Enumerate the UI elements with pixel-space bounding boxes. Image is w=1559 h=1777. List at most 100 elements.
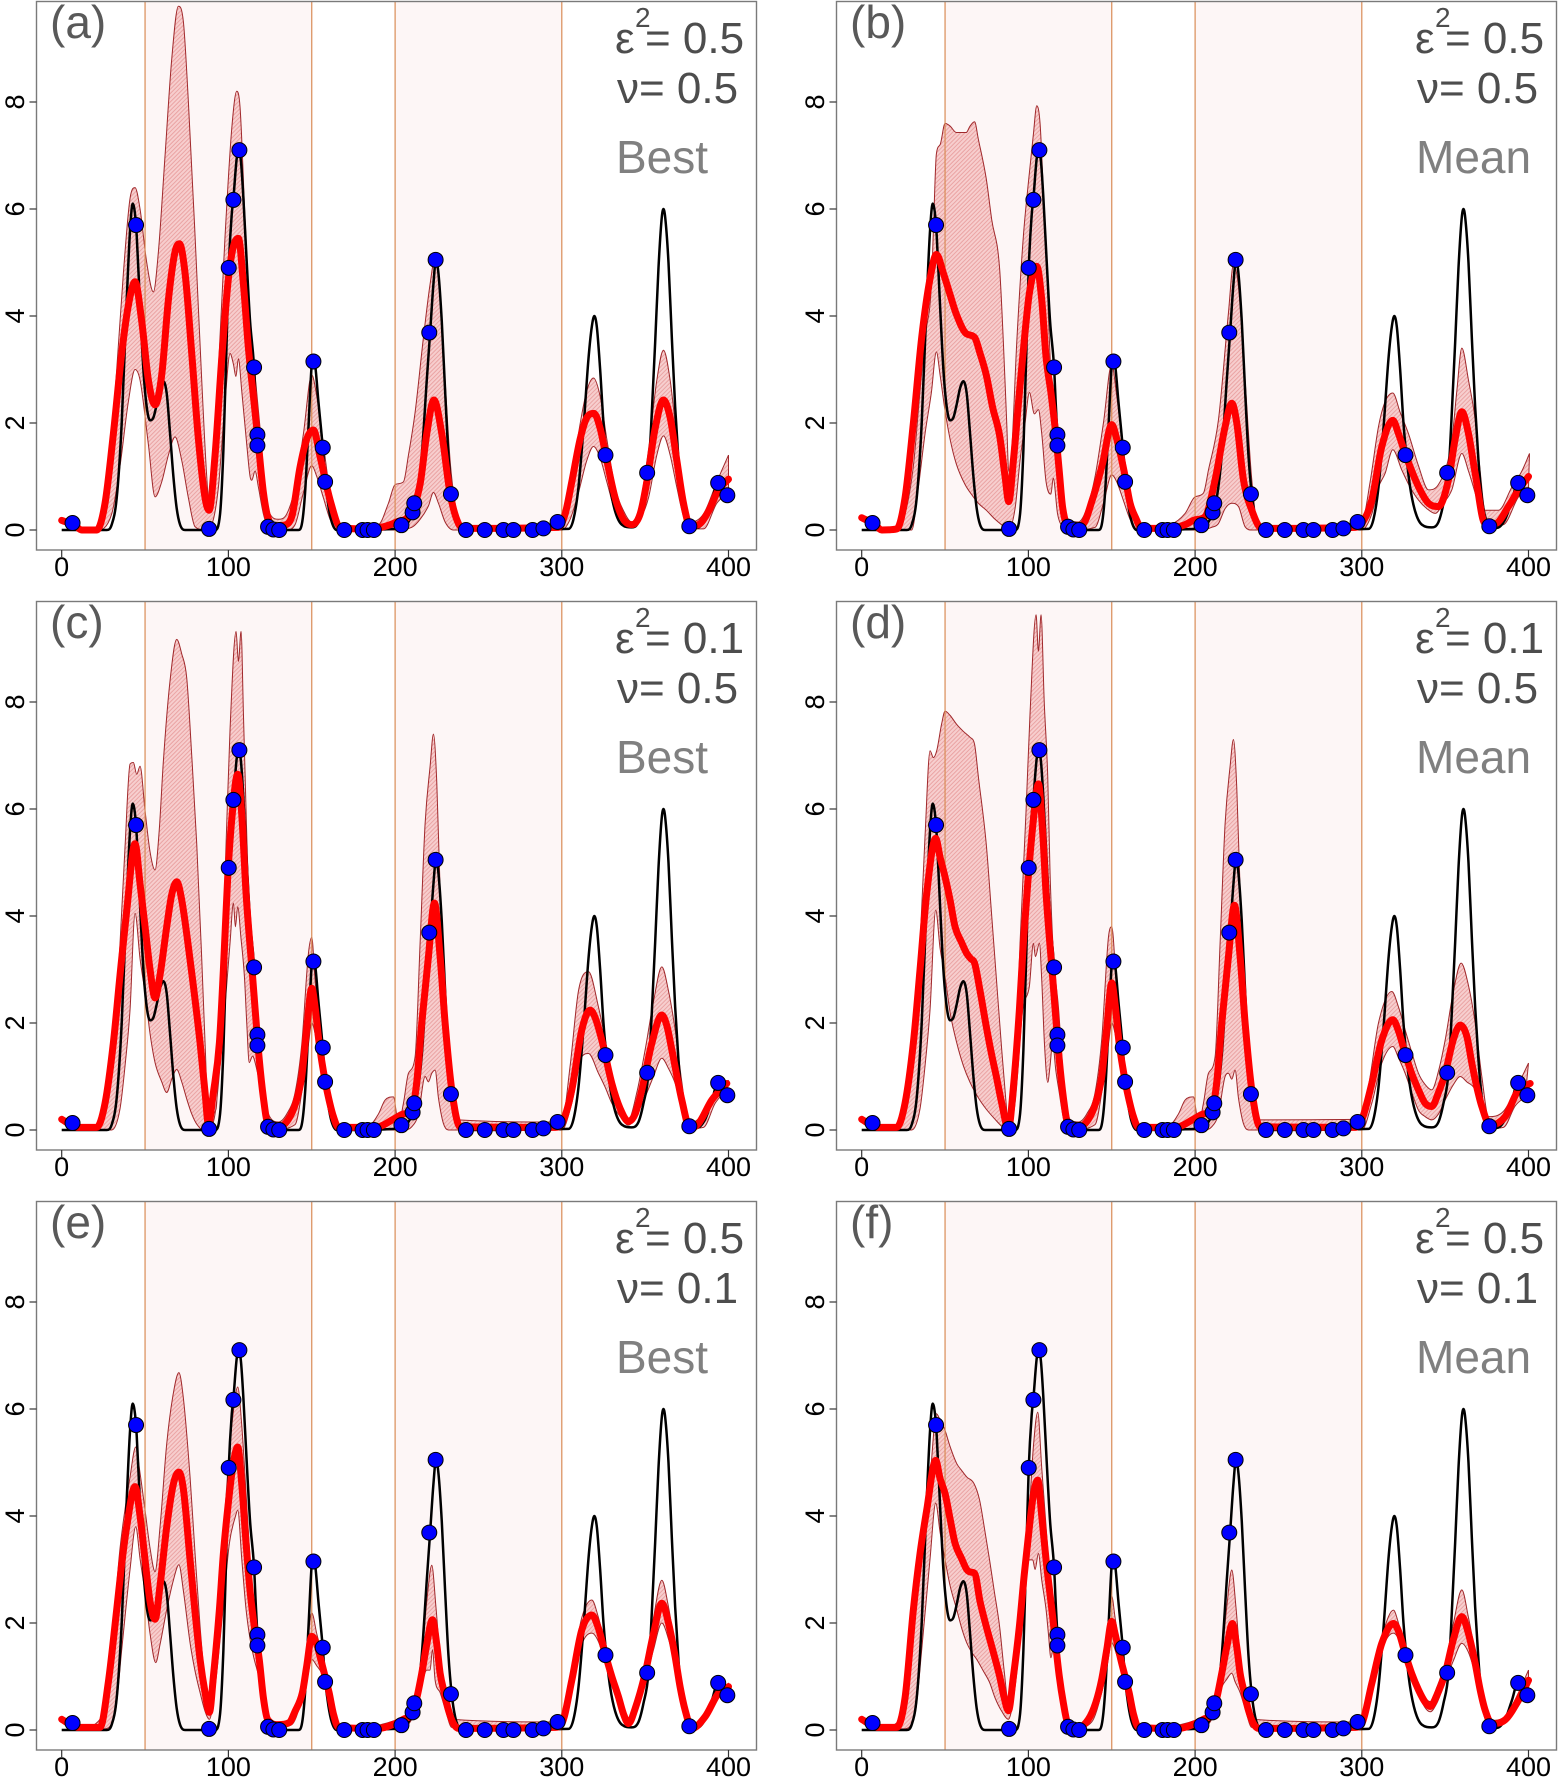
x-tick-label: 200	[373, 552, 418, 577]
observation-point	[1221, 324, 1238, 341]
nu-parameter: ν= 0.5	[1417, 64, 1538, 113]
observation-point	[1276, 1122, 1293, 1138]
observation-point	[421, 1524, 438, 1541]
x-tick-label: 0	[54, 552, 69, 577]
observation-point	[1071, 522, 1088, 538]
x-tick-label: 100	[1006, 1152, 1051, 1177]
observation-point	[427, 1451, 444, 1468]
observation-point	[1114, 1639, 1131, 1656]
observation-point	[928, 817, 945, 834]
observation-point	[1105, 353, 1122, 370]
observation-point	[1221, 1524, 1238, 1541]
observation-point	[719, 1687, 736, 1704]
uncertainty-band	[61, 5, 729, 531]
observation-point	[336, 1122, 353, 1138]
observation-point	[719, 487, 736, 504]
observation-point	[457, 1122, 474, 1138]
observation-point	[220, 859, 237, 876]
panel-label: (e)	[50, 1200, 106, 1248]
observation-point	[1397, 1047, 1414, 1064]
observation-point	[1114, 439, 1131, 456]
epsilon-exponent: 2	[1435, 1202, 1451, 1233]
observation-point	[406, 495, 423, 512]
x-tick-label: 0	[54, 1152, 69, 1177]
y-tick-label: 6	[0, 801, 30, 816]
observation-point	[305, 353, 322, 370]
x-tick-label: 200	[1173, 1752, 1218, 1777]
observation-point	[1020, 859, 1037, 876]
observation-point	[365, 1122, 382, 1138]
y-tick-label: 4	[800, 1508, 830, 1523]
epsilon-symbol: ε	[615, 14, 635, 63]
observation-point	[231, 742, 248, 759]
plot-frame	[35, 0, 758, 551]
observation-point	[1193, 517, 1210, 534]
x-tick-label: 300	[539, 552, 584, 577]
observation-point	[64, 1115, 81, 1132]
observation-point	[1020, 1459, 1037, 1476]
observation-point	[365, 1722, 382, 1738]
epsilon-exponent: 2	[1435, 2, 1451, 33]
y-tick-label: 2	[800, 1615, 830, 1630]
y-tick-label: 4	[0, 1508, 30, 1523]
posterior-mean-line	[58, 770, 731, 1132]
observation-point	[231, 1342, 248, 1359]
y-tick-label: 6	[800, 801, 830, 816]
observation-point	[393, 1117, 410, 1134]
observation-point	[639, 1064, 656, 1081]
plot-content	[858, 601, 1536, 1150]
plot-frame	[835, 0, 1558, 551]
observation-point	[719, 1087, 736, 1104]
epsilon-symbol: ε	[1415, 1214, 1435, 1263]
observation-point	[476, 522, 493, 538]
observation-point	[1046, 1559, 1063, 1576]
observation-point	[1165, 1722, 1182, 1738]
method-label: Mean	[1416, 731, 1531, 783]
observation-point	[1206, 1095, 1223, 1112]
observation-point	[1519, 1087, 1536, 1104]
observation-point	[317, 473, 334, 490]
y-tick-label: 8	[800, 694, 830, 709]
observation-point	[1242, 1086, 1259, 1103]
observation-point	[1001, 1120, 1018, 1137]
observation-point	[1165, 1122, 1182, 1138]
observation-point	[1276, 522, 1293, 538]
observation-point	[393, 1717, 410, 1734]
observation-point	[1510, 474, 1527, 491]
panel-label: (f)	[850, 1200, 893, 1248]
observation-point	[1221, 924, 1238, 941]
y-tick-label: 8	[800, 94, 830, 109]
observation-point	[1046, 359, 1063, 376]
method-label: Best	[616, 1331, 708, 1383]
observation-point	[535, 1120, 552, 1137]
nu-parameter: ν= 0.1	[617, 1264, 738, 1313]
observation-point	[457, 1722, 474, 1738]
observation-point	[1049, 437, 1066, 454]
epsilon-value: = 0.5	[1445, 14, 1544, 63]
observation-point	[442, 1086, 459, 1103]
x-tick-label: 400	[706, 552, 751, 577]
observation-point	[314, 1639, 331, 1656]
observation-point	[225, 1391, 242, 1408]
y-tick-label: 0	[0, 1722, 30, 1737]
observation-point	[317, 1073, 334, 1090]
observation-point	[864, 1115, 881, 1132]
observation-point	[305, 953, 322, 970]
y-tick-label: 6	[0, 1401, 30, 1416]
observation-point	[505, 1722, 522, 1738]
y-tick-label: 2	[800, 415, 830, 430]
observation-point	[1136, 1722, 1153, 1738]
observation-point	[864, 1715, 881, 1732]
observation-point	[1227, 851, 1244, 868]
epsilon-symbol: ε	[615, 614, 635, 663]
observation-point	[1481, 518, 1498, 535]
observation-point	[421, 924, 438, 941]
posterior-mean-line	[58, 1443, 732, 1732]
observation-point	[1031, 142, 1048, 159]
y-tick-label: 4	[0, 308, 30, 323]
observation-point	[128, 1417, 145, 1434]
method-label: Best	[616, 731, 708, 783]
